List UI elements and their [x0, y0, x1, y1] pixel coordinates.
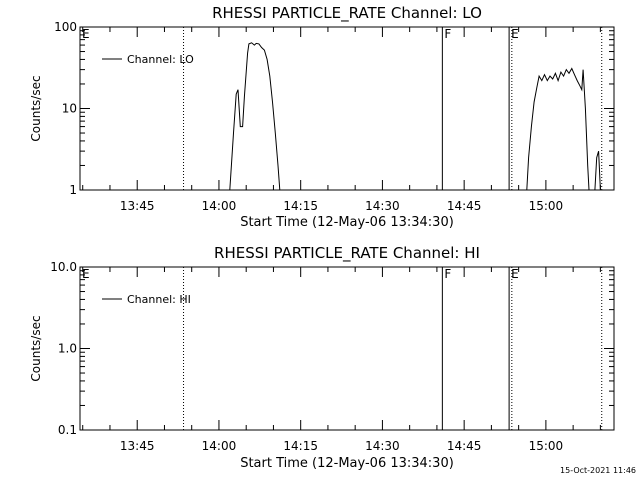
data-line — [526, 67, 590, 191]
event-marker-label: E — [82, 267, 90, 281]
chart-panel-1: RHESSI PARTICLE_RATE Channel: LO E F E 1 10 10… — [29, 4, 615, 230]
event-marker-label: E — [82, 27, 90, 41]
chart-panel-2: RHESSI PARTICLE_RATE Channel: HI E F E 0.1 1.… — [29, 244, 615, 471]
y-tick-label: 10.0 — [50, 260, 77, 274]
y-tick-label: 0.1 — [58, 423, 77, 437]
data-line — [594, 150, 601, 191]
chart-title: RHESSI PARTICLE_RATE Channel: HI — [214, 244, 480, 263]
plot-frame — [79, 266, 615, 431]
x-tick-label: 14:45 — [447, 439, 482, 453]
data-line — [229, 42, 281, 191]
x-tick-label: 14:15 — [283, 199, 318, 213]
y-tick-label: 10 — [62, 102, 77, 116]
event-marker-label: E — [511, 27, 519, 41]
x-tick-label: 15:00 — [529, 199, 564, 213]
y-axis-label: Counts/sec — [29, 75, 43, 141]
y-tick-label: 100 — [54, 20, 77, 34]
plot-frame — [79, 26, 615, 191]
timestamp: 15-Oct-2021 11:46 — [560, 466, 636, 475]
x-tick-label: 13:45 — [120, 439, 155, 453]
y-axis-label: Counts/sec — [29, 315, 43, 381]
x-axis-label: Start Time (12-May-06 13:34:30) — [240, 456, 454, 471]
x-tick-label: 14:30 — [365, 439, 400, 453]
x-tick-label: 15:00 — [529, 439, 564, 453]
x-axis-label: Start Time (12-May-06 13:34:30) — [240, 215, 454, 230]
x-tick-label: 14:45 — [447, 199, 482, 213]
x-tick-label: 14:00 — [202, 439, 237, 453]
y-tick-label: 1.0 — [58, 342, 77, 356]
event-marker-label: F — [444, 27, 451, 41]
x-tick-label: 14:30 — [365, 199, 400, 213]
legend-label: Channel: HI — [127, 293, 191, 306]
chart-title: RHESSI PARTICLE_RATE Channel: LO — [212, 4, 482, 23]
x-tick-label: 14:15 — [283, 439, 318, 453]
x-tick-label: 14:00 — [202, 199, 237, 213]
y-tick-label: 1 — [69, 183, 77, 197]
event-marker-label: E — [511, 267, 519, 281]
event-marker-label: F — [444, 267, 451, 281]
legend-label: Channel: LO — [127, 53, 194, 66]
x-tick-label: 13:45 — [120, 199, 155, 213]
